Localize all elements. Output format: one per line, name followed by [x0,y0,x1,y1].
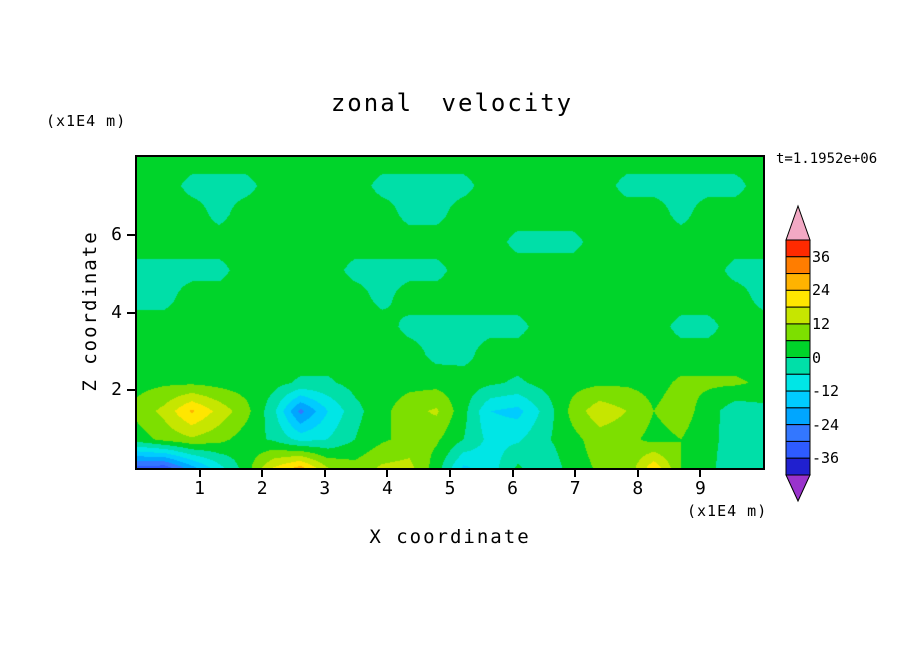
colorbar-band [785,440,811,459]
colorbar-band [785,457,811,476]
colorbar-band [785,306,811,325]
time-annotation: t=1.1952e+06 [776,151,878,167]
x-tick-label: 8 [632,478,644,499]
colorbar-band [785,373,811,392]
x-tick-label: 5 [444,478,456,499]
x-tick-label: 4 [381,478,393,499]
colorbar [785,204,811,503]
x-tick-mark [386,470,389,477]
x-tick-label: 9 [694,478,706,499]
x-tick-label: 1 [194,478,206,499]
x-tick-label: 7 [569,478,581,499]
colorbar-band [785,273,811,291]
x-tick-label: 2 [256,478,268,499]
x-tick-mark [261,470,264,477]
x-tick-mark [323,470,326,477]
colorbar-band [785,357,811,375]
x-tick-label: 6 [507,478,519,499]
x-axis-unit-label: (x1E4 m) [687,502,768,520]
x-tick-mark [699,470,702,477]
plot-title: zonal velocity [330,89,574,117]
y-axis-unit-label: (x1E4 m) [46,112,127,130]
y-tick-mark [127,389,135,392]
x-tick-mark [449,470,451,477]
y-tick-mark [127,311,135,314]
x-tick-mark [511,470,514,477]
colorbar-over-range-arrow [785,204,811,241]
colorbar-band [785,340,811,358]
y-tick-label: 6 [111,223,122,245]
y-tick-label: 2 [111,379,122,401]
colorbar-band [785,289,811,308]
y-tick-label: 4 [111,301,122,323]
plot-area [135,155,765,470]
contour-canvas [137,157,763,468]
colorbar-band [785,256,811,275]
x-tick-mark [636,470,639,477]
colorbar-band [785,239,811,258]
colorbar-band [785,390,811,409]
x-tick-mark [198,470,201,477]
colorbar-band [785,424,811,442]
x-tick-mark [574,470,577,477]
colorbar-band [785,323,811,342]
x-tick-label: 3 [319,478,331,499]
colorbar-under-range-arrow [785,474,811,503]
x-axis-title: X coordinate [369,526,531,548]
y-tick-mark [127,233,135,236]
colorbar-band [785,407,811,426]
